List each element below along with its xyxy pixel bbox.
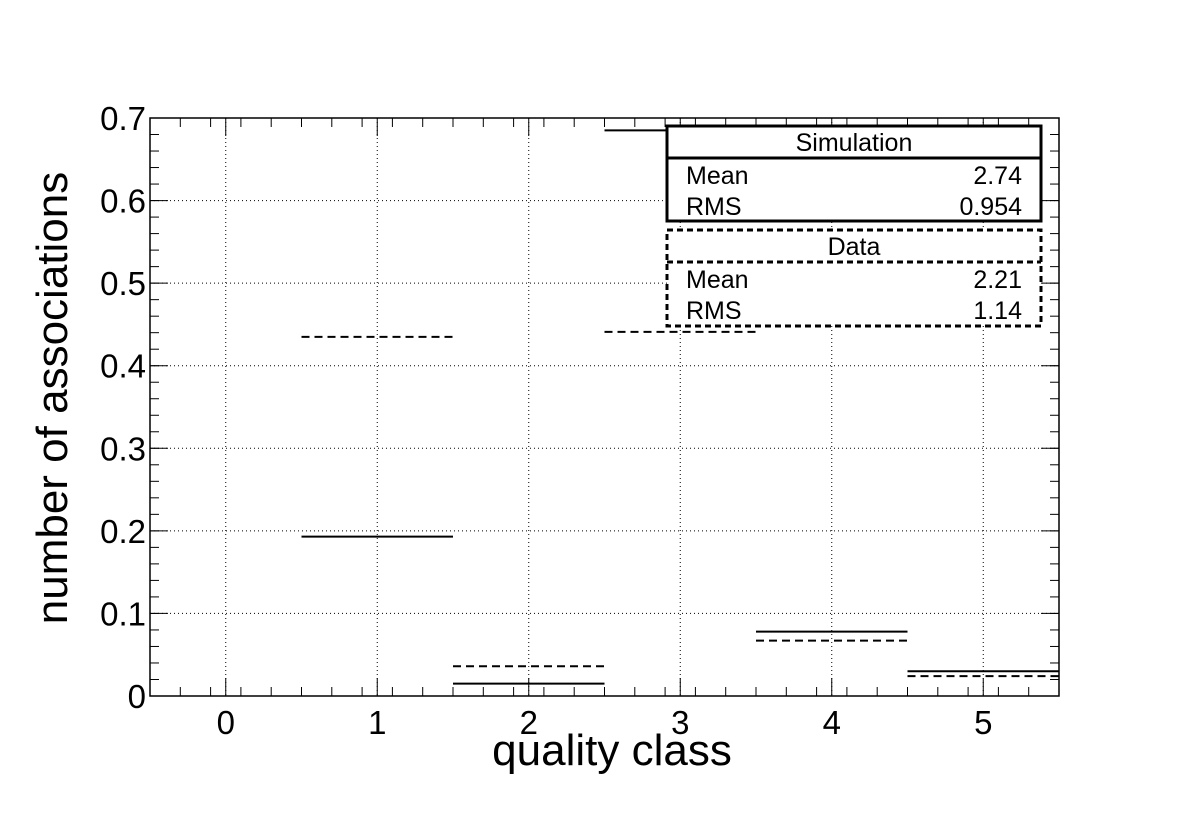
- stats-simulation-rms-label: RMS: [686, 193, 742, 221]
- y-tick-label: 0: [128, 678, 146, 715]
- x-tick-label: 4: [823, 704, 841, 741]
- y-tick-label: 0.4: [100, 348, 146, 385]
- y-tick-label: 0.1: [100, 595, 146, 632]
- axis-ticks: [149, 117, 1060, 697]
- x-tick-label: 0: [217, 704, 235, 741]
- stats-data-rms-value: 1.14: [973, 297, 1022, 325]
- stats-data-mean-label: Mean: [686, 266, 749, 294]
- y-tick-label: 0.5: [100, 265, 146, 302]
- y-tick-label: 0.6: [100, 183, 146, 220]
- stats-simulation-mean-value: 2.74: [973, 162, 1022, 190]
- y-tick-label: 0.7: [100, 100, 146, 137]
- stats-box-data-frame: [665, 228, 1043, 328]
- plot-frame: [149, 117, 1060, 697]
- stats-simulation-mean-label: Mean: [686, 162, 749, 190]
- x-tick-label: 2: [520, 704, 538, 741]
- stats-box-simulation-frame: [665, 124, 1043, 223]
- tick-labels: 0 0.1 0.2 0.3 0.4 0.5 0.6 0.7 0 1 2 3 4 5: [100, 100, 992, 741]
- stats-box-simulation: Simulation Mean 2.74 RMS 0.954: [665, 124, 1043, 223]
- y-axis-title: number of associations: [28, 172, 77, 624]
- y-tick-label: 0.2: [100, 513, 146, 550]
- stats-box-data: Data Mean 2.21 RMS 1.14: [665, 228, 1043, 328]
- stats-box-data-title: Data: [828, 233, 881, 261]
- stats-simulation-rms-value: 0.954: [959, 193, 1022, 221]
- stats-box-simulation-title: Simulation: [796, 129, 913, 157]
- stats-data-mean-value: 2.21: [973, 266, 1022, 294]
- y-tick-label: 0.3: [100, 430, 146, 467]
- x-axis-title: quality class: [492, 726, 732, 775]
- x-tick-label: 3: [671, 704, 689, 741]
- x-tick-label: 5: [974, 704, 992, 741]
- stats-data-rms-label: RMS: [686, 297, 742, 325]
- x-tick-label: 1: [368, 704, 386, 741]
